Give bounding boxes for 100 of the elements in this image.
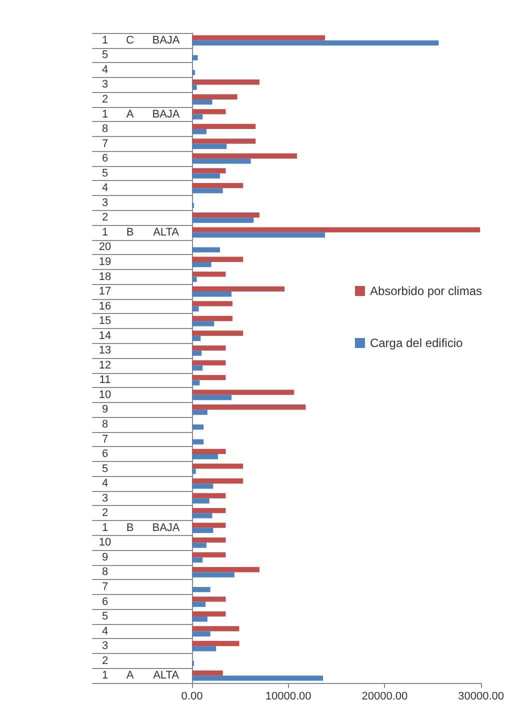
legend-label: Absorbido por climas: [370, 284, 482, 298]
bar: [192, 542, 206, 548]
bar: [192, 70, 195, 76]
bar: [192, 394, 232, 400]
bar: [192, 464, 244, 469]
bar: [192, 454, 218, 460]
y-tick-label: 18: [98, 270, 112, 283]
bar: [192, 272, 226, 277]
bar: [192, 316, 232, 322]
y-tick-label: 2: [102, 93, 108, 106]
y-tick-label: 20: [98, 241, 112, 254]
y-tick-label: 2: [102, 507, 108, 520]
bar: [192, 670, 223, 676]
y-tick-label: 7: [102, 138, 108, 150]
bar: [192, 232, 325, 238]
y-tick-label: 4: [102, 625, 108, 638]
bar: [192, 114, 203, 120]
y-tick-label: 4: [102, 64, 108, 76]
bar: [192, 35, 325, 40]
bar: [192, 218, 254, 223]
bar: [192, 572, 234, 578]
category-label: 1 C BAJA: [102, 34, 180, 46]
bar: [192, 513, 212, 518]
y-tick-label: 14: [98, 330, 112, 342]
bar: [192, 40, 439, 46]
y-tick-label: 6: [102, 596, 108, 608]
y-tick-label: 6: [102, 448, 108, 460]
bar: [192, 138, 256, 144]
bar: [192, 99, 212, 105]
bar: [192, 94, 238, 100]
bar: [192, 424, 204, 430]
bar: [192, 390, 294, 395]
bar: [192, 276, 197, 282]
bar: [192, 676, 324, 681]
bar: [192, 336, 201, 342]
x-tick-label: 0.00: [181, 690, 203, 702]
bar: [192, 345, 226, 351]
x-tick-label: 10000.00: [265, 690, 312, 702]
bar: [192, 84, 197, 90]
bar: [192, 468, 196, 474]
bar: [192, 301, 232, 306]
bar: [192, 292, 232, 297]
bar: [192, 596, 226, 602]
bar: [192, 262, 212, 268]
bar: [192, 182, 244, 188]
bar: [192, 537, 226, 543]
y-tick-label: 6: [102, 152, 108, 165]
y-tick-label: 10: [98, 536, 112, 549]
y-tick-label: 11: [99, 374, 111, 386]
bar: [192, 528, 214, 534]
bar: [192, 330, 244, 336]
bar: [192, 478, 244, 484]
bar: [192, 448, 226, 454]
bar: [192, 227, 480, 232]
y-tick-label: 8: [102, 566, 108, 578]
bar: [192, 212, 260, 218]
bar: [192, 158, 251, 164]
bar: [192, 493, 226, 498]
bar: [192, 616, 208, 622]
bar: [192, 129, 206, 134]
y-tick-label: 5: [102, 49, 108, 62]
y-tick-label: 3: [102, 492, 108, 504]
bar: [192, 552, 226, 558]
y-tick-label: 9: [102, 551, 108, 564]
bar: [192, 404, 306, 410]
y-tick-label: 12: [98, 359, 112, 372]
y-tick-label: 3: [102, 640, 108, 652]
y-tick-label: 8: [102, 418, 108, 430]
bar: [192, 153, 298, 159]
bar: [192, 173, 220, 179]
category-label: 1 A BAJA: [102, 108, 180, 120]
bar: [192, 410, 208, 415]
y-tick-label: 16: [98, 300, 112, 312]
bar: [192, 168, 226, 174]
y-tick-label: 17: [98, 286, 112, 298]
y-tick-label: 9: [102, 404, 108, 416]
bar: [192, 109, 226, 114]
bar: [192, 144, 227, 149]
x-tick-label: 20000.00: [362, 690, 408, 702]
x-tick-label: 30000.00: [458, 690, 504, 702]
bar: [192, 80, 260, 85]
bar: [192, 631, 210, 636]
bar: [192, 365, 203, 371]
y-tick-label: 5: [102, 462, 108, 475]
bar: [192, 646, 216, 652]
bar: [192, 522, 226, 528]
bar: [192, 602, 206, 607]
bar: [192, 380, 200, 386]
y-tick-label: 19: [98, 256, 112, 268]
y-tick-label: 2: [102, 654, 108, 667]
bar: [192, 55, 198, 60]
bar: [192, 626, 240, 632]
bar: [192, 360, 226, 366]
bar: [192, 350, 202, 356]
bar: [192, 247, 220, 252]
y-tick-label: 15: [98, 315, 112, 328]
bar: [192, 286, 284, 292]
bar: [192, 586, 210, 592]
bar: [192, 498, 210, 504]
bar: [192, 484, 214, 489]
